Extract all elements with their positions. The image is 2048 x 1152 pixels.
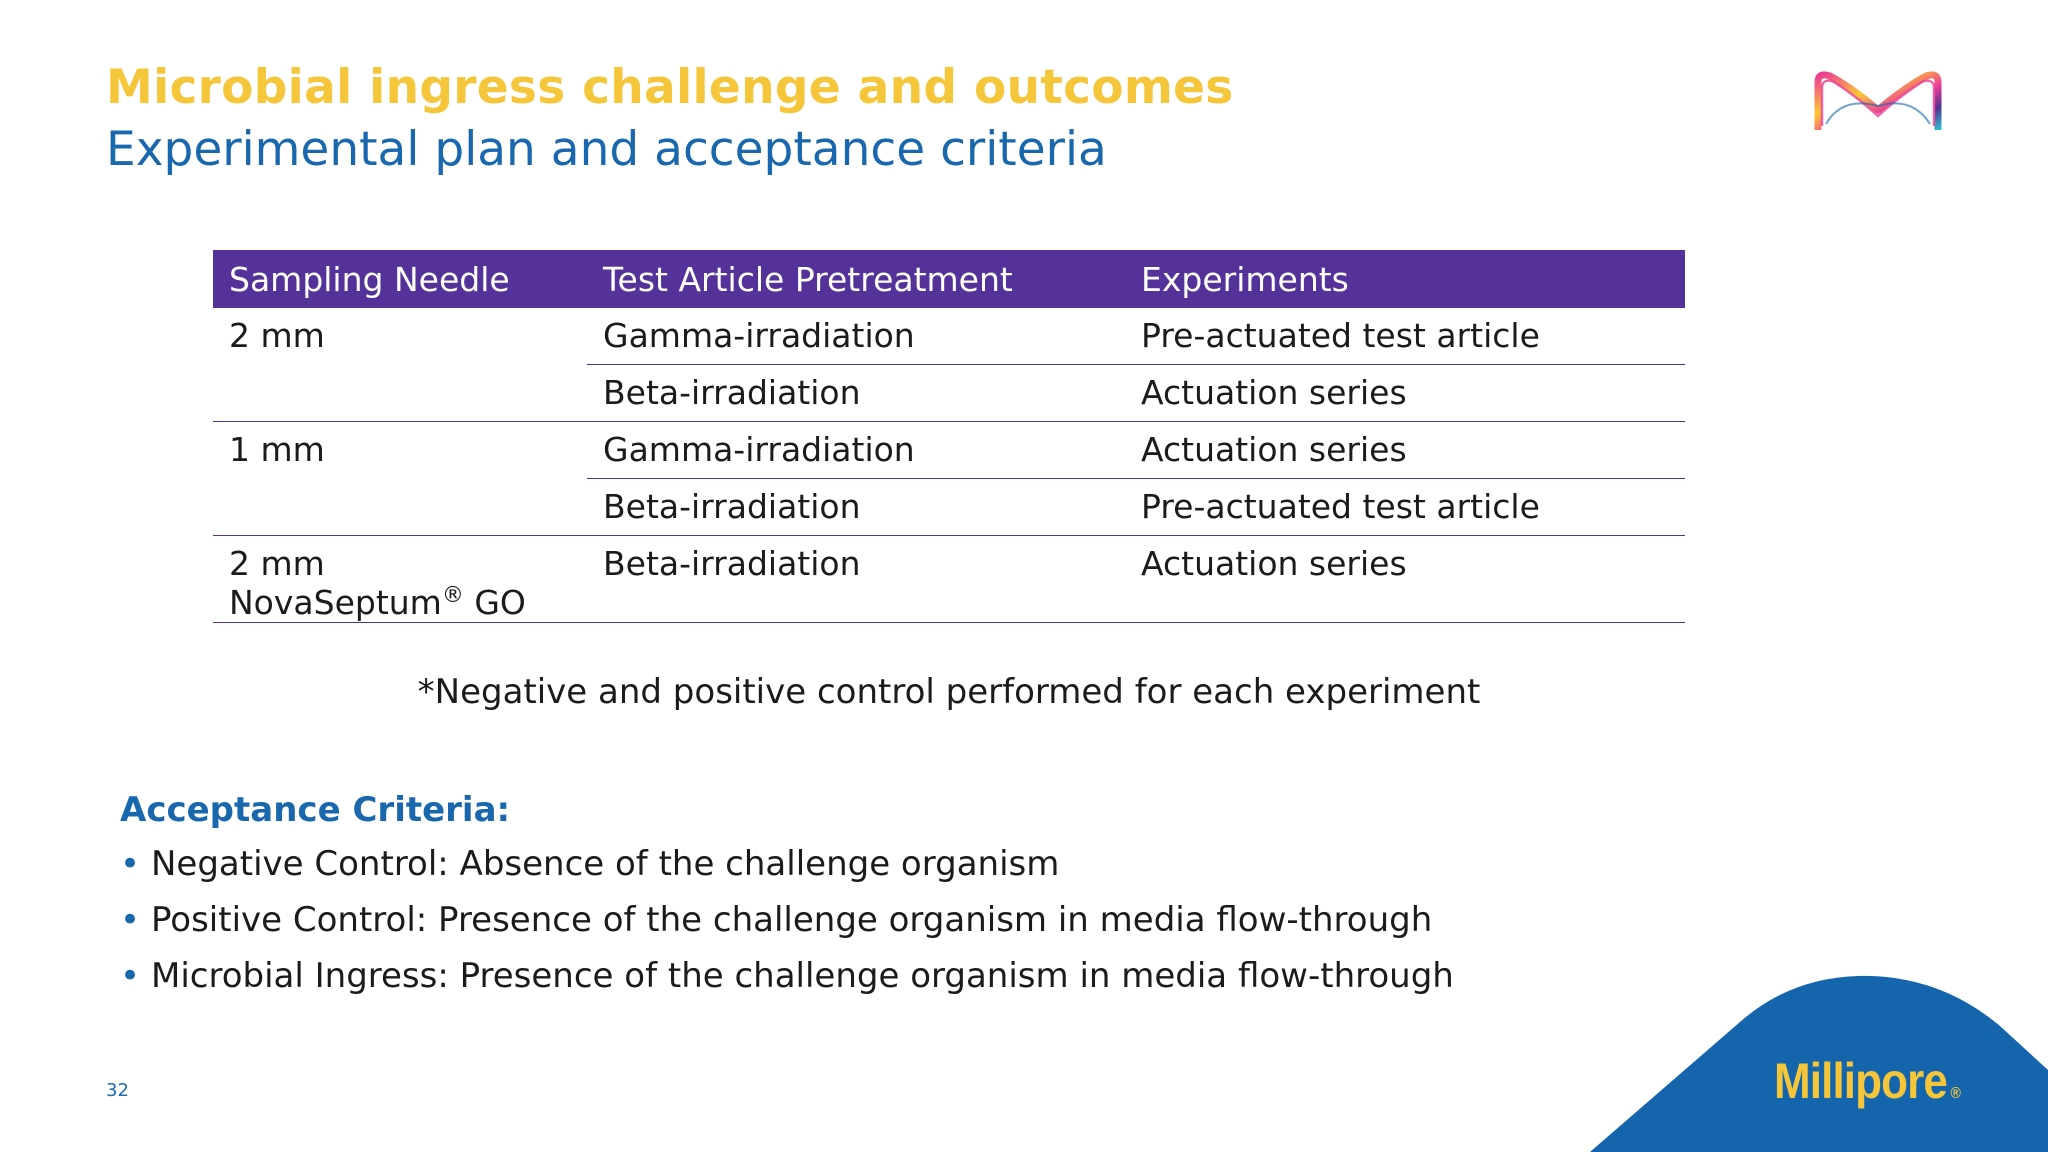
brand-name: Millipore [1774,1053,1948,1109]
millipore-brand-logo: Millipore ® [1774,1052,1961,1110]
merck-m-logo-icon [1814,71,1942,130]
criteria-text: Microbial Ingress: Presence of the chall… [151,956,1454,996]
bullet-icon: • [120,844,141,884]
needle-cell: 2 mm [229,316,325,355]
pretreatment-cell: Gamma-irradiation [587,308,1125,365]
registered-mark: ® [441,583,464,608]
needle-product-name: NovaSeptum [229,583,442,622]
corner-wave-shape [1590,975,2048,1152]
table-row: 2 mm Gamma-irradiation Pre-actuated test… [213,308,1685,365]
table-row: Beta-irradiation Actuation series [213,364,1685,422]
table-footnote: *Negative and positive control performed… [417,672,1481,712]
brand-registered-mark: ® [1950,1085,1961,1102]
pretreatment-cell: Beta-irradiation [587,364,1125,422]
needle-cell: 2 mm NovaSeptum® GO [213,535,587,623]
pretreatment-cell: Gamma-irradiation [587,421,1125,479]
bullet-icon: • [120,900,141,940]
criteria-text: Negative Control: Absence of the challen… [151,844,1060,884]
header-experiments: Experiments [1125,250,1685,308]
experiment-cell: Actuation series [1125,364,1685,422]
list-item: • Positive Control: Presence of the chall… [120,894,1454,950]
table-row: 2 mm NovaSeptum® GO Beta-irradiation Act… [213,535,1685,623]
needle-size: 2 mm [229,544,325,583]
experiment-cell: Pre-actuated test article [1125,308,1685,365]
slide-title: Microbial ingress challenge and outcomes [106,60,1234,115]
list-item: • Negative Control: Absence of the challe… [120,838,1454,894]
page-number: 32 [106,1080,129,1101]
table-header-row: Sampling Needle Test Article Pretreatmen… [213,250,1685,308]
acceptance-criteria-list: • Negative Control: Absence of the challe… [120,838,1454,1006]
needle-cell [213,478,587,536]
pretreatment-cell: Beta-irradiation [587,535,1125,623]
bullet-icon: • [120,956,141,996]
experiment-cell: Actuation series [1125,535,1685,623]
experimental-plan-table: Sampling Needle Test Article Pretreatmen… [213,250,1685,623]
experiment-cell: Actuation series [1125,421,1685,479]
table-row: Beta-irradiation Pre-actuated test artic… [213,478,1685,536]
header-sampling-needle: Sampling Needle [213,250,587,308]
needle-product-suffix: GO [463,583,526,622]
slide-subtitle: Experimental plan and acceptance criteri… [106,122,1107,177]
table-row: 1 mm Gamma-irradiation Actuation series [213,421,1685,479]
needle-cell: 1 mm [229,430,325,469]
acceptance-criteria-heading: Acceptance Criteria: [120,790,511,830]
criteria-text: Positive Control: Presence of the challe… [151,900,1433,940]
list-item: • Microbial Ingress: Presence of the chal… [120,950,1454,1006]
experiment-cell: Pre-actuated test article [1125,478,1685,536]
needle-cell [213,364,587,422]
header-test-article-pretreatment: Test Article Pretreatment [587,250,1125,308]
pretreatment-cell: Beta-irradiation [587,478,1125,536]
